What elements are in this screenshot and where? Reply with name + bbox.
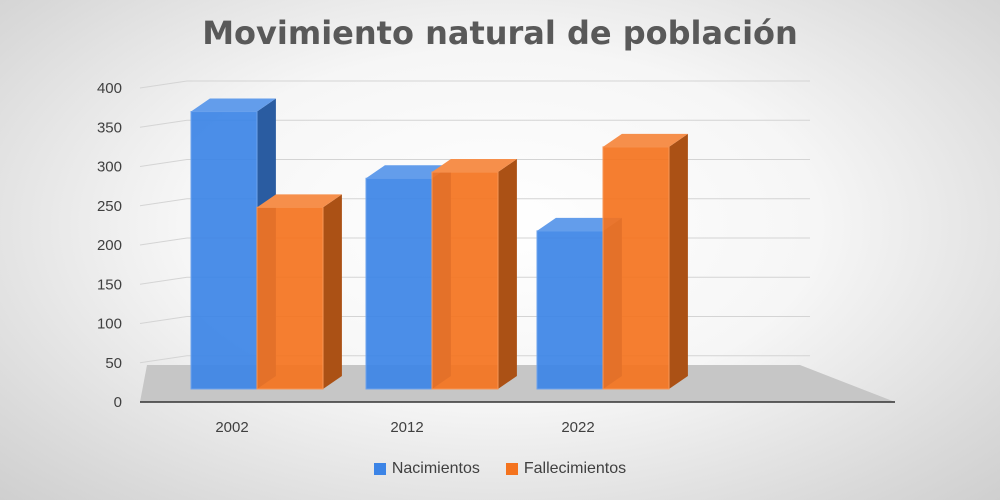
gridline (139, 198, 810, 207)
legend: Nacimientos Fallecimientos (0, 460, 1000, 478)
y-tick-label: 250 (97, 198, 122, 215)
gridline (139, 80, 810, 89)
x-tick-label: 2012 (390, 419, 423, 436)
legend-item-fallecimientos: Fallecimientos (505, 460, 627, 478)
bar-top-fallecimientos-2002 (257, 194, 342, 208)
chart-title: Movimiento natural de población (202, 14, 798, 52)
x-tick-label: 2002 (215, 419, 248, 436)
bar-nacimientos-2002 (190, 111, 258, 390)
legend-item-nacimientos: Nacimientos (373, 460, 480, 478)
bar-top-nacimientos-2022 (537, 217, 622, 231)
bar-top-fallecimientos-2012 (432, 158, 517, 172)
gridline (139, 159, 810, 167)
y-tick-label: 50 (105, 355, 122, 372)
y-tick-label: 300 (97, 159, 122, 176)
bar-fallecimientos-2022 (602, 146, 670, 390)
bar-top-fallecimientos-2022 (603, 133, 688, 147)
y-tick-label: 150 (97, 276, 122, 293)
legend-swatch-fallecimientos (505, 463, 518, 475)
bar-fallecimientos-2002 (256, 206, 324, 390)
y-tick-label: 100 (97, 316, 122, 333)
bar-nacimientos-2012 (365, 177, 433, 390)
gridline (139, 119, 810, 128)
bar-fallecimientos-2012 (431, 171, 499, 390)
y-tick-label: 0 (114, 394, 122, 411)
bar-top-nacimientos-2012 (366, 165, 451, 179)
bar-side-fallecimientos-2012 (498, 158, 517, 389)
legend-label-nacimientos: Nacimientos (391, 460, 480, 477)
bar-top-nacimientos-2002 (191, 98, 276, 112)
bar-side-fallecimientos-2002 (323, 194, 342, 389)
y-tick-label: 350 (97, 119, 122, 136)
y-tick-label: 200 (97, 237, 122, 254)
bar-side-fallecimientos-2022 (669, 133, 688, 389)
legend-swatch-nacimientos (373, 463, 386, 475)
bar-nacimientos-2022 (536, 230, 604, 390)
legend-label-fallecimientos: Fallecimientos (523, 460, 627, 477)
x-tick-label: 2022 (561, 419, 594, 436)
y-tick-label: 400 (97, 80, 122, 97)
